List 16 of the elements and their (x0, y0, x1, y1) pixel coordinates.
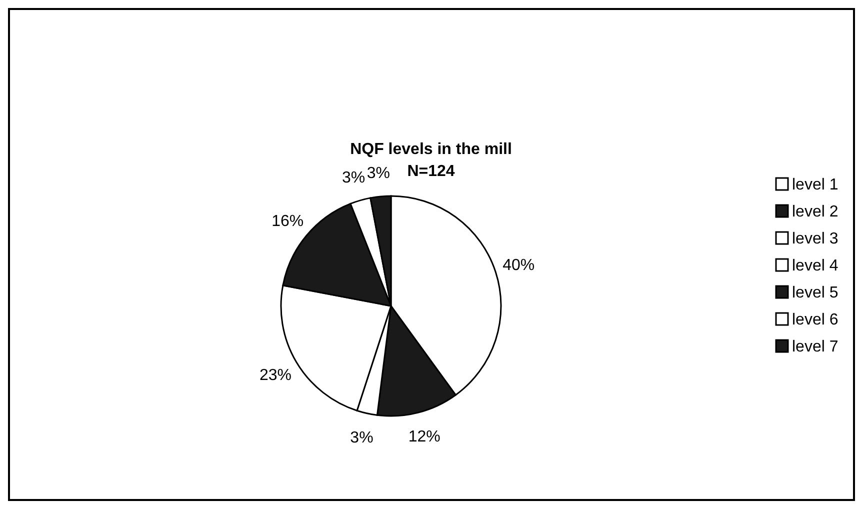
data-label: 3% (342, 170, 366, 187)
data-label: 3% (350, 430, 374, 447)
data-label: 40% (502, 257, 535, 274)
chart-subtitle: N=124 (407, 163, 455, 180)
legend-label: level 3 (792, 230, 838, 248)
data-label: 16% (272, 213, 304, 230)
legend-label: level 7 (792, 338, 838, 356)
data-label: 3% (366, 164, 390, 182)
data-label: 12% (408, 428, 440, 446)
legend-label: level 4 (792, 258, 838, 275)
legend-label: level 6 (792, 312, 838, 329)
data-label: 23% (259, 366, 292, 384)
chart-title: NQF levels in the mill (350, 141, 512, 158)
legend-label: level 5 (792, 284, 838, 302)
legend-label: level 2 (792, 204, 838, 221)
legend-label: level 1 (792, 176, 838, 194)
